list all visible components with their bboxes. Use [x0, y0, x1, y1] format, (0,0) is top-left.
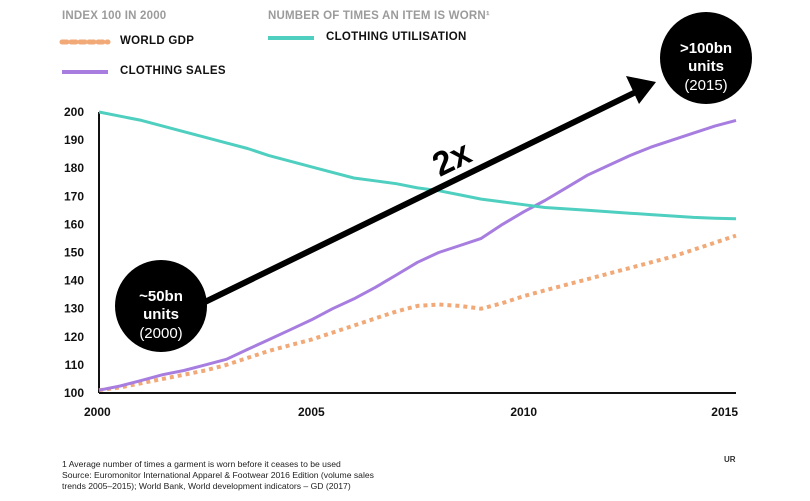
series-line-clothing-sales: [98, 118, 737, 392]
end-bubble-line2: units: [688, 58, 724, 75]
y-tick-label: 100: [64, 386, 84, 400]
y-tick-label: 150: [64, 246, 84, 260]
legend-label-clothing-sales: CLOTHING SALES: [120, 65, 226, 77]
footnote-line-3: trends 2005–2015); World Bank, World dev…: [62, 481, 351, 491]
y-tick-label: 170: [64, 189, 84, 203]
y-tick-label: 110: [65, 358, 85, 372]
x-tick-label: 2015: [711, 405, 738, 419]
header-index: INDEX 100 IN 2000: [62, 10, 167, 22]
series-line-world-gdp: [98, 233, 737, 393]
end-bubble: >100bn units (2015): [660, 12, 752, 104]
brand-mark: UR: [724, 455, 736, 464]
legend-label-world-gdp: WORLD GDP: [120, 35, 195, 47]
footnote-line-1: 1 Average number of times a garment is w…: [62, 459, 341, 469]
footnote-line-2: Source: Euromonitor International Appare…: [62, 470, 374, 480]
header-times-worn: NUMBER OF TIMES AN ITEM IS WORN¹: [268, 10, 490, 22]
start-bubble-line1: ~50bn: [139, 288, 183, 305]
start-bubble-line2: units: [143, 306, 179, 323]
end-bubble-line3: (2015): [684, 77, 727, 94]
y-tick-label: 180: [64, 161, 84, 175]
arrow-label: 2x: [427, 133, 478, 184]
y-tick-label: 140: [64, 274, 84, 288]
y-tick-label: 130: [64, 302, 84, 316]
growth-arrow-shaft: [165, 87, 643, 323]
x-tick-label: 2005: [298, 405, 325, 419]
y-tick-label: 120: [64, 330, 84, 344]
y-tick-label: 190: [64, 133, 84, 147]
growth-arrow-head: [626, 76, 656, 104]
start-bubble: ~50bn units (2000): [115, 260, 207, 352]
x-tick-label: 2010: [510, 405, 537, 419]
end-bubble-line1: >100bn: [680, 40, 732, 57]
legend-label-clothing-utilisation: CLOTHING UTILISATION: [326, 31, 467, 43]
footnote: 1 Average number of times a garment is w…: [62, 459, 622, 492]
x-tick-label: 2000: [84, 405, 111, 419]
start-bubble-line3: (2000): [139, 325, 182, 342]
series-line-clothing-utilisation: [98, 110, 737, 221]
y-tick-label: 200: [64, 105, 84, 119]
y-tick-label: 160: [64, 217, 84, 231]
